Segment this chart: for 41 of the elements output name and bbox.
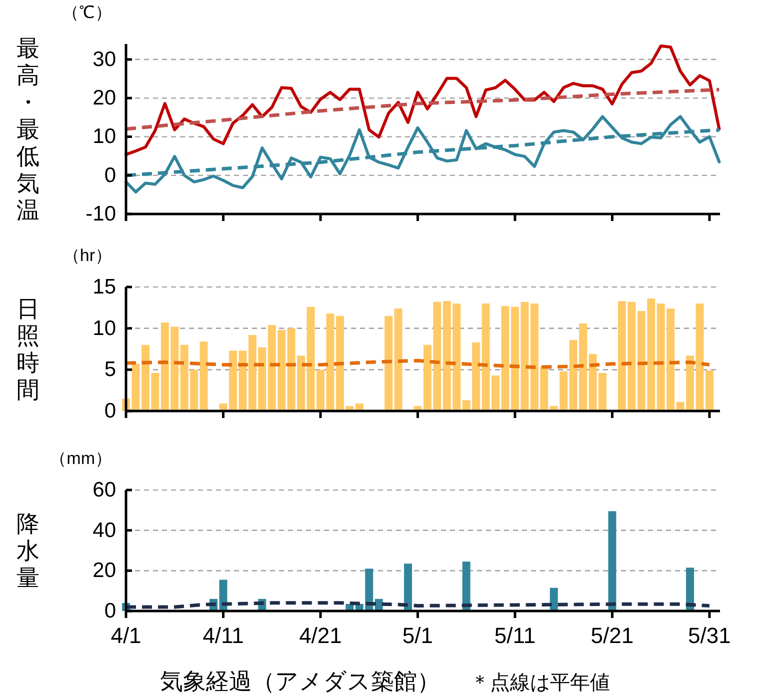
text: ＊点線は平年値 <box>470 672 610 694</box>
y-tick-label: 40 <box>92 518 116 542</box>
y-tick-label: 0 <box>104 600 116 622</box>
bar <box>394 308 402 411</box>
y-axis-title: 降水量 <box>16 510 40 590</box>
bar <box>550 588 558 611</box>
y-tick-label: 30 <box>92 48 116 71</box>
y-axis-title: 日照時間 <box>16 296 40 402</box>
bar <box>501 306 510 411</box>
bar <box>404 564 412 611</box>
bar <box>608 511 616 611</box>
bar <box>200 342 208 411</box>
y-axis-title: 最高・最低気温 <box>16 35 40 223</box>
line-series <box>124 44 721 156</box>
x-tick-label: 5/11 <box>494 623 536 648</box>
text: （℃） <box>62 3 112 22</box>
y-tick-label: 5 <box>104 358 116 382</box>
bar <box>686 568 694 611</box>
x-tick-label: 5/1 <box>402 623 434 648</box>
x-tick-label: 5/21 <box>590 623 634 648</box>
y-tick-label: 0 <box>104 400 116 422</box>
bar <box>462 562 470 611</box>
bar <box>384 316 393 411</box>
y-tick-label: 0 <box>104 164 116 187</box>
x-tick-label: 4/11 <box>202 623 244 648</box>
x-axis-title: 気象経過（アメダス築館） <box>160 668 440 694</box>
text: （hr） <box>62 246 112 265</box>
line-series <box>124 115 721 194</box>
y-tick-label: 15 <box>92 276 116 298</box>
y-tick-label: 10 <box>92 125 116 148</box>
y-tick-label: 20 <box>92 559 116 582</box>
y-tick-label: -10 <box>86 202 116 226</box>
bar <box>696 304 704 411</box>
x-tick-label: 4/1 <box>110 623 142 648</box>
x-tick-label: 4/21 <box>299 623 342 648</box>
text: （mm） <box>50 449 112 468</box>
y-tick-label: 10 <box>92 316 116 340</box>
bar <box>705 370 714 411</box>
y-tick-label: 20 <box>92 86 116 110</box>
x-tick-label: 5/31 <box>688 623 731 648</box>
y-tick-label: 60 <box>92 478 116 502</box>
